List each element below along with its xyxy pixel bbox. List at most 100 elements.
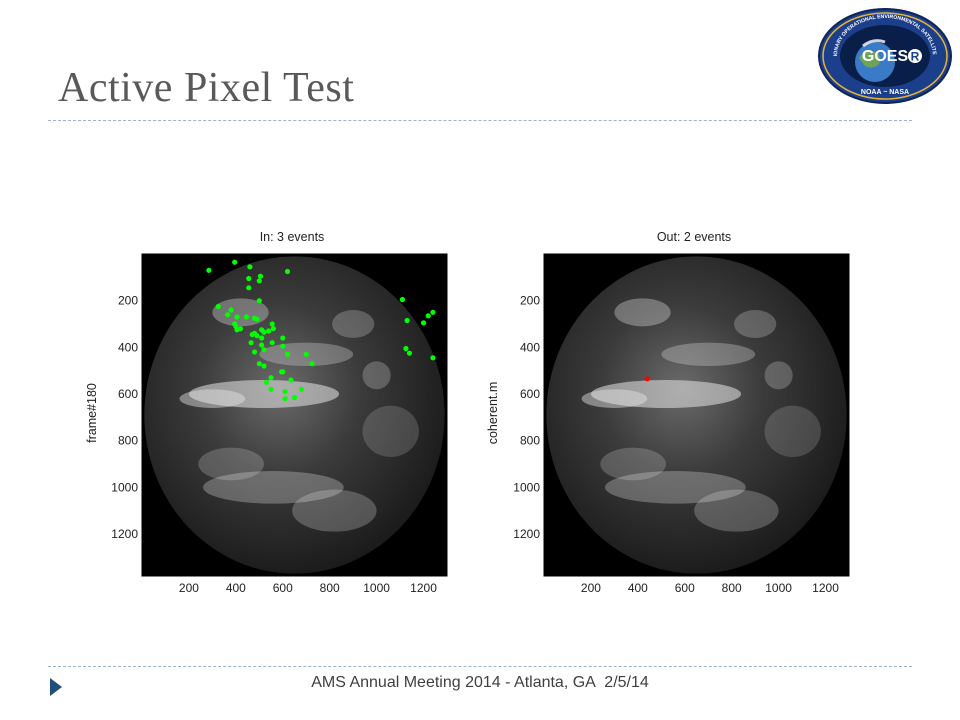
- logo-bottom-text: NOAA ~ NASA: [861, 89, 909, 96]
- slide-title: Active Pixel Test: [58, 65, 355, 111]
- event-marker: [246, 275, 252, 282]
- y-tick-label: 1200: [513, 527, 540, 541]
- x-tick-label: 200: [581, 581, 601, 595]
- footer-divider: [48, 666, 912, 667]
- event-marker: [270, 326, 276, 332]
- title-divider: [48, 120, 912, 121]
- cloud-band: [590, 380, 742, 408]
- event-marker: [269, 321, 275, 327]
- logo-goes-text: GOES: [862, 48, 909, 65]
- x-tick-label: 800: [722, 581, 742, 595]
- event-marker: [430, 309, 436, 315]
- event-marker: [282, 389, 288, 395]
- event-marker: [420, 320, 427, 326]
- footer-meeting-text: AMS Annual Meeting 2014 - Atlanta, GA: [311, 674, 596, 691]
- event-marker: [406, 350, 413, 356]
- event-marker: [254, 333, 260, 339]
- cloud-band: [764, 361, 793, 390]
- x-tick-label: 1000: [765, 581, 792, 595]
- event-marker: [228, 307, 234, 313]
- event-marker: [256, 278, 262, 284]
- event-marker: [261, 347, 267, 353]
- event-marker: [288, 377, 294, 383]
- event-marker: [291, 394, 298, 401]
- cloud-band: [203, 471, 344, 504]
- x-tick-label: 1200: [812, 581, 839, 595]
- cloud-band: [764, 405, 821, 457]
- y-tick-label: 800: [118, 434, 138, 448]
- earth-disk: [144, 256, 445, 574]
- y-tick-label: 600: [520, 387, 540, 401]
- event-marker: [261, 329, 267, 335]
- y-tick-label: 400: [520, 340, 540, 354]
- x-tick-label: 400: [226, 581, 246, 595]
- cloud-band: [179, 389, 246, 408]
- right-panel-ylabel: coherent.m: [486, 381, 500, 445]
- event-marker: [215, 303, 221, 310]
- left-panel-ylabel: frame#180: [85, 383, 99, 443]
- goes-r-logo: GOES R GEOSTATIONARY OPERATIONAL ENVIRON…: [813, 2, 955, 106]
- event-marker: [425, 313, 431, 319]
- x-tick-label: 600: [675, 581, 695, 595]
- event-marker: [278, 369, 285, 375]
- x-tick-label: 200: [179, 581, 199, 595]
- x-tick-label: 800: [320, 581, 340, 595]
- cloud-band: [198, 447, 264, 481]
- event-marker: [237, 326, 244, 332]
- event-marker: [243, 314, 250, 320]
- y-tick-label: 200: [520, 294, 540, 308]
- cloud-band: [362, 361, 391, 390]
- earth-disk: [546, 256, 847, 574]
- event-marker: [399, 296, 406, 303]
- logo-r-text: R: [911, 50, 920, 64]
- y-tick-label: 1000: [513, 480, 540, 494]
- footer-date-text: 2/5/14: [604, 674, 649, 691]
- y-tick-label: 400: [118, 340, 138, 354]
- event-marker: [280, 335, 286, 341]
- event-marker: [225, 312, 231, 318]
- event-marker: [280, 343, 286, 349]
- cloud-band: [362, 405, 419, 457]
- cloud-band: [661, 342, 756, 366]
- x-tick-label: 1200: [410, 581, 437, 595]
- event-marker: [266, 328, 272, 334]
- event-marker: [282, 396, 288, 402]
- cloud-band: [581, 389, 648, 408]
- event-marker: [303, 351, 309, 357]
- event-marker: [284, 268, 291, 275]
- event-marker: [256, 361, 262, 367]
- event-marker: [403, 345, 409, 352]
- event-marker: [252, 349, 258, 355]
- y-tick-label: 1200: [111, 527, 138, 541]
- right-earth-plot: 200 400 600 800 1000 1200 200 400 600 800 1000 1200: [502, 252, 852, 597]
- left-earth-plot: 200 400 600 800 1000 1200 200 400 600 800 1000 1200: [100, 252, 450, 597]
- event-marker: [256, 298, 262, 304]
- event-marker: [252, 315, 258, 321]
- event-marker: [234, 314, 240, 320]
- event-marker: [248, 340, 254, 346]
- slide-footer: AMS Annual Meeting 2014 - Atlanta, GA 2/…: [0, 674, 960, 692]
- event-marker: [259, 335, 265, 341]
- cloud-band: [605, 471, 746, 504]
- event-marker: [261, 363, 267, 369]
- event-marker: [404, 317, 410, 324]
- event-marker: [644, 376, 650, 382]
- event-marker: [263, 379, 269, 385]
- event-marker: [259, 342, 265, 348]
- cloud-band: [694, 489, 779, 532]
- event-marker: [269, 340, 275, 346]
- event-marker: [206, 267, 212, 273]
- left-panel-title: In: 3 events: [259, 230, 325, 244]
- y-tick-label: 800: [520, 434, 540, 448]
- cloud-band: [614, 298, 671, 327]
- x-tick-label: 1000: [363, 581, 390, 595]
- cloud-band: [734, 310, 777, 338]
- event-marker: [247, 264, 253, 270]
- event-marker: [257, 273, 264, 279]
- event-marker: [309, 361, 315, 367]
- event-marker: [430, 355, 436, 361]
- y-tick-label: 1000: [111, 480, 138, 494]
- right-panel-title: Out: 2 events: [656, 230, 732, 244]
- x-tick-label: 400: [628, 581, 648, 595]
- event-marker: [268, 386, 274, 392]
